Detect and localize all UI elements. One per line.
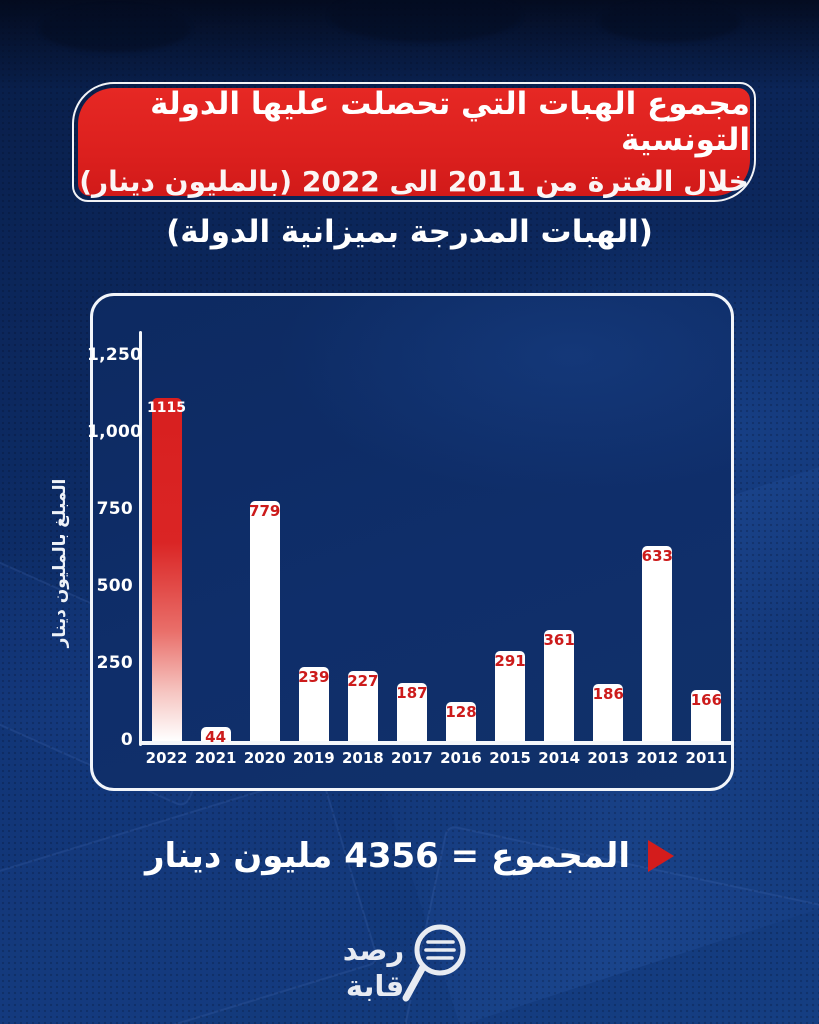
bar-value-2012: 633 xyxy=(641,547,673,565)
bar-2017: 187 xyxy=(396,683,428,741)
x-tick-2020: 2020 xyxy=(243,749,286,767)
bar-2013: 186 xyxy=(593,684,624,741)
brand-logo-line2: قابة xyxy=(345,969,405,1003)
title-banner-outline: مجموع الهبات التي تحصلت عليها الدولة الت… xyxy=(72,82,756,202)
bar-2022: 1115 xyxy=(147,398,186,741)
bar-2018: 227 xyxy=(347,671,379,741)
y-axis-line xyxy=(139,331,142,746)
bar-slot-2014: 361 xyxy=(535,630,584,741)
bar-slot-2022: 1115 xyxy=(142,398,191,741)
bar-2011: 166 xyxy=(691,690,722,741)
y-axis-title: المبلغ بالمليون دينار xyxy=(50,478,70,648)
chart-panel: 1,250 1,000 750 500 250 0 1115 44 779 239 227 187 1… xyxy=(87,293,734,791)
chart-subtitle: (الهبات المدرجة بميزانية الدولة) xyxy=(166,214,653,250)
y-tick-0: 0 xyxy=(120,730,133,750)
y-tick-250: 250 xyxy=(96,653,133,673)
brand-logo: رصد قابة xyxy=(0,920,819,1016)
bar-value-2014: 361 xyxy=(543,631,575,649)
x-tick-2016: 2016 xyxy=(440,749,482,767)
y-tick-500: 500 xyxy=(96,576,133,596)
bar-2019: 239 xyxy=(298,667,329,741)
y-tick-750: 750 xyxy=(96,499,133,519)
bar-slot-2015: 291 xyxy=(486,651,535,741)
x-tick-2022: 2022 xyxy=(145,749,188,767)
coin-texture xyxy=(330,0,520,42)
x-tick-2017: 2017 xyxy=(391,749,433,767)
x-tick-2013: 2013 xyxy=(587,749,630,767)
x-tick-2019: 2019 xyxy=(292,749,335,767)
bar-slot-2012: 633 xyxy=(633,546,682,741)
bar-value-2019: 239 xyxy=(298,668,330,686)
bar-slot-2017: 187 xyxy=(387,683,436,741)
bar-slot-2013: 186 xyxy=(584,684,633,741)
bar-2015: 291 xyxy=(494,651,526,741)
bar-2020: 779 xyxy=(249,501,280,741)
bar-value-2011: 166 xyxy=(690,691,723,709)
bar-value-2017: 187 xyxy=(396,684,428,702)
coin-texture xyxy=(600,2,740,42)
bar-2021: 44 xyxy=(200,727,231,745)
bar-slot-2016: 128 xyxy=(436,702,485,741)
bar-value-2015: 291 xyxy=(494,652,526,670)
banner-title-line1: مجموع الهبات التي تحصلت عليها الدولة الت… xyxy=(150,86,750,158)
bars-area: 1115 44 779 239 227 187 128 291 361 186 633 166 xyxy=(142,316,731,745)
total-row: المجموع = 4356 مليون دينار xyxy=(0,836,819,876)
bar-value-2020: 779 xyxy=(249,502,281,520)
magnifier-icon xyxy=(402,924,466,1002)
bar-value-2021: 44 xyxy=(205,728,227,746)
x-axis-line xyxy=(139,741,732,745)
x-tick-2011: 2011 xyxy=(685,749,728,767)
total-text: المجموع = 4356 مليون دينار xyxy=(144,836,631,876)
x-tick-2012: 2012 xyxy=(636,749,679,767)
coin-texture xyxy=(40,6,190,52)
bar-2016: 128 xyxy=(445,702,477,741)
y-tick-1000: 1,000 xyxy=(87,422,143,442)
x-tick-2018: 2018 xyxy=(341,749,384,767)
brand-logo-line1: رصد xyxy=(342,932,405,967)
bar-value-2013: 186 xyxy=(592,685,624,703)
bar-slot-2018: 227 xyxy=(338,671,387,741)
x-tick-2015: 2015 xyxy=(489,749,531,767)
banner-title-line2: خلال الفترة من 2011 الى 2022 (بالمليون د… xyxy=(79,165,749,198)
y-tick-1250: 1,250 xyxy=(87,345,143,365)
bar-value-2022: 1115 xyxy=(147,400,187,416)
x-tick-2014: 2014 xyxy=(538,749,581,767)
bar-2014: 361 xyxy=(544,630,575,741)
bar-2012: 633 xyxy=(642,546,673,741)
title-banner: مجموع الهبات التي تحصلت عليها الدولة الت… xyxy=(78,86,751,198)
bar-slot-2019: 239 xyxy=(289,667,338,741)
bar-slot-2021: 44 xyxy=(191,727,240,745)
bar-slot-2020: 779 xyxy=(240,501,289,741)
bar-value-2018: 227 xyxy=(347,672,379,690)
bar-value-2016: 128 xyxy=(445,703,477,721)
triangle-marker-icon xyxy=(648,840,675,872)
x-axis-labels: 2022 2021 2020 2019 2018 2017 2016 2015 2014 2013… xyxy=(142,749,731,767)
bar-slot-2011: 166 xyxy=(682,690,731,741)
brand-logo-text: رصد قابة xyxy=(343,932,404,1005)
x-tick-2021: 2021 xyxy=(194,749,237,767)
